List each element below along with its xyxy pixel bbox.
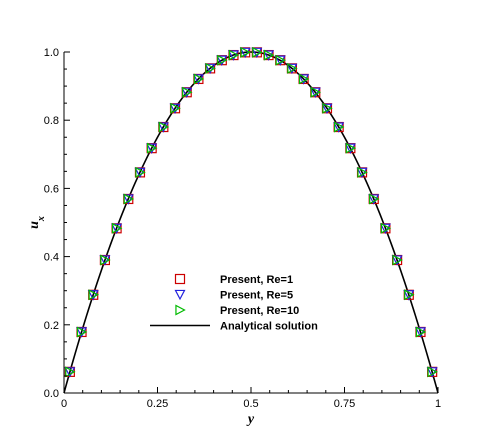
data-point <box>345 142 357 154</box>
data-point <box>182 86 193 98</box>
data-point <box>263 50 275 61</box>
data-point <box>368 194 380 205</box>
data-point <box>228 49 240 61</box>
data-point <box>251 47 263 59</box>
data-point <box>309 87 321 99</box>
data-point <box>88 289 100 301</box>
data-point <box>65 366 76 378</box>
data-point <box>146 143 158 154</box>
data-point <box>204 63 216 75</box>
x-tick-label: 1 <box>435 398 441 410</box>
data-point <box>298 73 310 85</box>
x-tick-label: 0 <box>61 398 67 410</box>
data-point <box>333 122 345 133</box>
legend-marker <box>174 289 186 301</box>
y-tick-label: 0.4 <box>44 252 59 264</box>
data-point <box>298 74 310 85</box>
legend-label: Present, Re=10 <box>220 305 299 317</box>
analytical-solution-line <box>63 51 439 394</box>
data-point <box>217 54 228 66</box>
data-point <box>99 255 111 266</box>
series-triangle-down <box>64 47 438 378</box>
x-axis-title: y <box>246 412 255 427</box>
data-point <box>380 222 392 234</box>
y-axis-title-subscript: x <box>36 216 47 222</box>
data-point <box>239 47 251 59</box>
data-point <box>216 55 228 66</box>
legend-label: Present, Re=5 <box>220 290 293 302</box>
data-point <box>392 254 403 266</box>
data-point <box>122 194 134 205</box>
x-tick-label: 0.75 <box>334 398 355 410</box>
data-point <box>334 121 345 133</box>
data-point <box>123 193 135 205</box>
legend-marker <box>174 273 186 285</box>
data-point <box>322 102 333 114</box>
data-point <box>192 74 204 85</box>
y-axis-title: ux <box>27 216 47 229</box>
y-tick-label: 0.0 <box>44 388 59 400</box>
data-point <box>147 142 158 154</box>
legend-label: Analytical solution <box>220 321 318 333</box>
data-point <box>252 46 263 58</box>
data-point <box>404 289 415 301</box>
data-point <box>321 103 333 115</box>
series-triangle-right <box>65 46 438 378</box>
y-tick-label: 0.2 <box>44 320 59 332</box>
x-tick-label: 0.25 <box>147 398 168 410</box>
x-tick-label: 0.5 <box>243 398 258 410</box>
data-point <box>87 290 99 301</box>
data-point <box>64 367 76 378</box>
plot-area <box>63 46 439 394</box>
data-point <box>76 327 88 338</box>
data-point <box>181 87 193 99</box>
legend: Present, Re=1 Present, Re=5 Present, Re=10… <box>150 273 318 333</box>
data-point <box>100 254 111 266</box>
axes: 0 0.25 0.5 0.75 1 0.0 0.2 0.4 0.6 0.8 1.0 y ux <box>27 47 441 427</box>
data-point <box>426 367 438 378</box>
data-point <box>263 49 275 61</box>
data-point <box>135 166 146 178</box>
data-point <box>111 222 123 234</box>
data-point <box>357 166 368 178</box>
legend-label: Present, Re=1 <box>220 274 293 286</box>
data-point <box>356 167 368 179</box>
data-point <box>111 223 123 235</box>
data-point <box>403 290 415 301</box>
data-point <box>227 50 239 61</box>
data-point <box>158 121 170 133</box>
y-tick-label: 0.6 <box>44 183 59 195</box>
data-point <box>193 73 205 85</box>
data-point <box>170 102 181 114</box>
data-point <box>379 223 391 235</box>
data-point <box>286 63 298 75</box>
data-point <box>157 122 169 133</box>
data-point <box>76 326 88 338</box>
data-point <box>274 55 286 66</box>
data-point <box>205 62 216 74</box>
y-axis-title-main: u <box>27 221 42 229</box>
data-point <box>415 326 427 338</box>
y-tick-label: 1.0 <box>44 47 59 59</box>
legend-marker <box>175 304 186 316</box>
data-point <box>344 143 356 154</box>
data-point <box>169 103 181 115</box>
data-point <box>427 366 438 378</box>
data-point <box>414 327 426 338</box>
data-point <box>275 54 287 66</box>
data-point <box>287 62 298 74</box>
data-point <box>369 193 380 205</box>
y-tick-label: 0.8 <box>44 115 59 127</box>
data-point <box>240 46 251 58</box>
data-point <box>134 167 146 179</box>
data-point <box>391 255 403 266</box>
data-point <box>310 86 322 98</box>
